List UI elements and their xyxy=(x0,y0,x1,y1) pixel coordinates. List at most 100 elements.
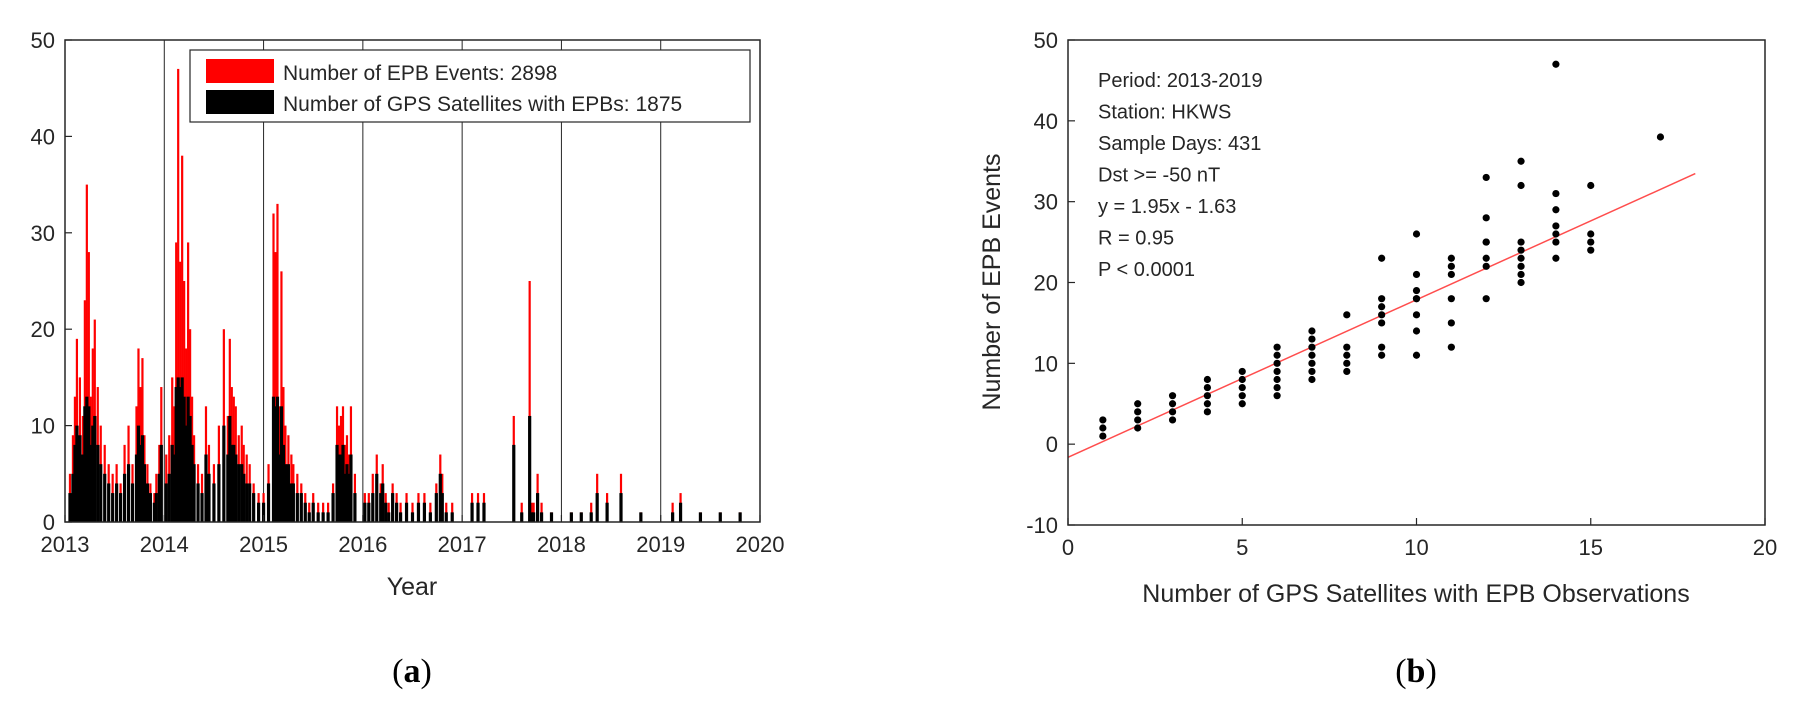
bar-gps-satellites xyxy=(698,512,703,522)
bar-gps-satellites xyxy=(154,493,158,522)
bar-gps-satellites xyxy=(142,464,147,522)
legend-swatch-black xyxy=(206,90,274,114)
scatter-point xyxy=(1482,262,1490,270)
scatter-point xyxy=(1343,351,1351,359)
scatter-point xyxy=(1552,254,1560,262)
bar-gps-satellites xyxy=(295,493,299,522)
bar-gps-satellites xyxy=(145,483,150,522)
bar-gps-satellites xyxy=(83,406,87,522)
x-tick-label: 2015 xyxy=(239,532,288,557)
scatter-point xyxy=(1273,392,1281,400)
legend-entry-gps-satellites: Number of GPS Satellites with EPBs: 1875 xyxy=(283,93,682,116)
x-tick-label: 2018 xyxy=(537,532,586,557)
scatter-point xyxy=(1412,351,1421,359)
scatter-point xyxy=(1412,327,1421,335)
bar-gps-satellites xyxy=(130,483,135,522)
bar-gps-satellites xyxy=(200,493,204,522)
y-tick-label: 30 xyxy=(31,221,55,246)
scatter-point xyxy=(1273,383,1281,392)
bar-gps-satellites xyxy=(107,483,111,522)
y-tick-label: 10 xyxy=(1034,351,1058,376)
x-tick-label: 20 xyxy=(1753,535,1777,560)
bar-gps-satellites xyxy=(482,502,486,522)
bar-gps-satellites xyxy=(326,512,330,522)
bar-gps-satellites xyxy=(286,464,290,522)
x-tick-label: 0 xyxy=(1062,535,1074,560)
panel-a-axes-box xyxy=(64,39,761,523)
scatter-point xyxy=(1308,367,1316,376)
x-tick-label: 2019 xyxy=(636,532,685,557)
bar-gps-satellites xyxy=(671,512,675,522)
bar-gps-satellites xyxy=(99,464,103,522)
scatter-point xyxy=(1203,392,1211,400)
scatter-point xyxy=(1412,230,1421,238)
bar-gps-satellites xyxy=(335,444,339,522)
scatter-point xyxy=(1482,295,1490,303)
scatter-point xyxy=(1552,230,1560,238)
bar-gps-satellites xyxy=(738,512,742,522)
scatter-point xyxy=(1517,262,1525,270)
scatter-point xyxy=(1099,424,1107,432)
bar-gps-satellites xyxy=(138,444,143,522)
scatter-point xyxy=(1552,189,1560,198)
bar-gps-satellites xyxy=(331,493,335,522)
bar-gps-satellites xyxy=(186,396,190,522)
scatter-point xyxy=(1587,246,1595,254)
bar-gps-satellites xyxy=(87,406,91,522)
scatter-point xyxy=(1308,375,1316,384)
bar-gps-satellites xyxy=(115,483,119,522)
bar-gps-satellites xyxy=(184,425,188,522)
scatter-point xyxy=(1552,60,1560,68)
bar-epb-events xyxy=(181,155,184,522)
scatter-point xyxy=(1517,270,1525,279)
scatter-point xyxy=(1273,343,1281,351)
annotation-line: Station: HKWS xyxy=(1098,102,1231,124)
scatter-point xyxy=(1482,214,1490,222)
bar-gps-satellites xyxy=(422,502,427,522)
scatter-point xyxy=(1378,343,1386,351)
scatter-point xyxy=(1447,262,1455,270)
scatter-point xyxy=(1134,400,1142,408)
bar-gps-satellites xyxy=(343,473,347,522)
y-tick-label: 20 xyxy=(31,317,55,342)
bar-gps-satellites xyxy=(579,512,583,522)
scatter-point xyxy=(1447,295,1455,303)
scatter-point xyxy=(1412,286,1421,295)
bar-gps-satellites xyxy=(428,512,432,522)
scatter-point xyxy=(1552,222,1560,230)
y-tick-label: 0 xyxy=(1046,432,1058,457)
legend-swatch-red xyxy=(206,59,274,83)
scatter-point xyxy=(1134,416,1142,424)
scatter-point xyxy=(1134,408,1142,416)
x-tick-label: 5 xyxy=(1236,535,1248,560)
bar-gps-satellites xyxy=(410,512,415,522)
bar-gps-satellites xyxy=(371,493,375,522)
y-tick-label: 50 xyxy=(31,28,55,53)
x-tick-label: 2017 xyxy=(438,532,487,557)
bar-gps-satellites xyxy=(252,493,256,522)
bar-gps-satellites xyxy=(245,483,249,522)
bar-gps-satellites xyxy=(273,406,278,522)
scatter-point xyxy=(1517,181,1525,190)
y-tick-label: 40 xyxy=(1034,109,1058,134)
bar-gps-satellites xyxy=(321,512,325,522)
bar-gps-satellites xyxy=(520,512,524,522)
bar-gps-satellites xyxy=(230,444,234,522)
scatter-point xyxy=(1587,181,1595,190)
bar-gps-satellites xyxy=(174,387,178,522)
bar-gps-satellites xyxy=(178,387,182,522)
y-tick-label: 50 xyxy=(1034,28,1058,53)
panel-a-caption: (a) xyxy=(392,653,432,690)
scatter-point xyxy=(1308,351,1316,359)
bar-gps-satellites xyxy=(192,464,196,522)
bar-gps-satellites xyxy=(188,415,192,522)
bar-gps-satellites xyxy=(271,396,276,522)
scatter-point xyxy=(1517,157,1525,165)
x-tick-label: 2013 xyxy=(41,532,90,557)
scatter-point xyxy=(1168,400,1177,408)
bar-gps-satellites xyxy=(93,415,97,522)
bar-gps-satellites xyxy=(470,502,474,522)
bar-gps-satellites xyxy=(212,483,216,522)
bar-gps-satellites xyxy=(718,512,722,522)
bar-gps-satellites xyxy=(349,454,353,522)
